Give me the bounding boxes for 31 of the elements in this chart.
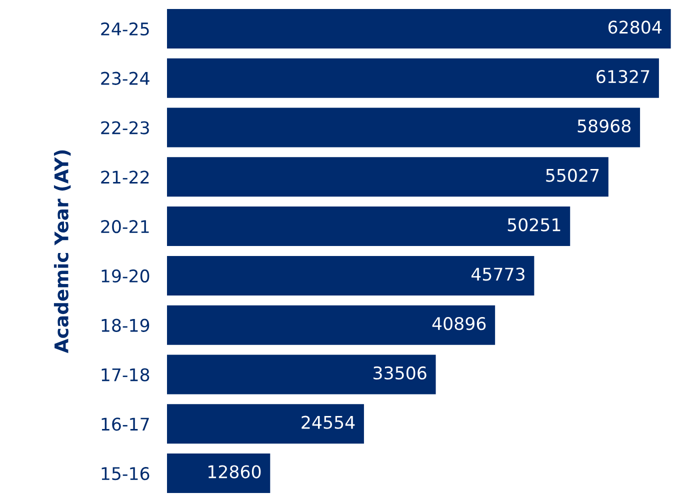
data-label: 40896 — [432, 317, 486, 330]
data-label: 55027 — [546, 168, 599, 182]
bar — [167, 8, 671, 48]
data-label: 50251 — [508, 218, 560, 232]
data-label: 45773 — [471, 268, 524, 281]
y-axis-title: Academic Year (AY) — [54, 150, 71, 354]
bar — [167, 404, 364, 444]
bar — [167, 108, 640, 148]
bar — [167, 256, 534, 296]
y-tick-label: 20-21 — [101, 220, 149, 234]
data-label: 61327 — [596, 70, 650, 84]
y-tick-label: 23-24 — [101, 72, 150, 85]
bar — [167, 454, 270, 494]
data-label: 58968 — [578, 119, 631, 133]
y-tick-label: 21-22 — [101, 170, 149, 184]
data-label: 62804 — [608, 20, 662, 34]
bar — [167, 354, 436, 394]
data-label: 12860 — [208, 465, 261, 478]
y-tick-label: 17-18 — [102, 368, 150, 382]
y-tick-label: 22-23 — [101, 121, 149, 134]
data-label: 24554 — [302, 416, 355, 429]
bar — [167, 58, 659, 98]
y-tick-label: 15-16 — [102, 467, 150, 480]
data-label: 33506 — [374, 366, 426, 380]
bar — [167, 305, 496, 345]
y-tick-label: 16-17 — [102, 418, 149, 431]
y-tick-label: 19-20 — [102, 269, 150, 283]
y-tick-label: 18-19 — [102, 318, 150, 332]
bar — [167, 157, 608, 197]
bar — [167, 206, 570, 246]
y-tick-label: 24-25 — [101, 22, 149, 36]
